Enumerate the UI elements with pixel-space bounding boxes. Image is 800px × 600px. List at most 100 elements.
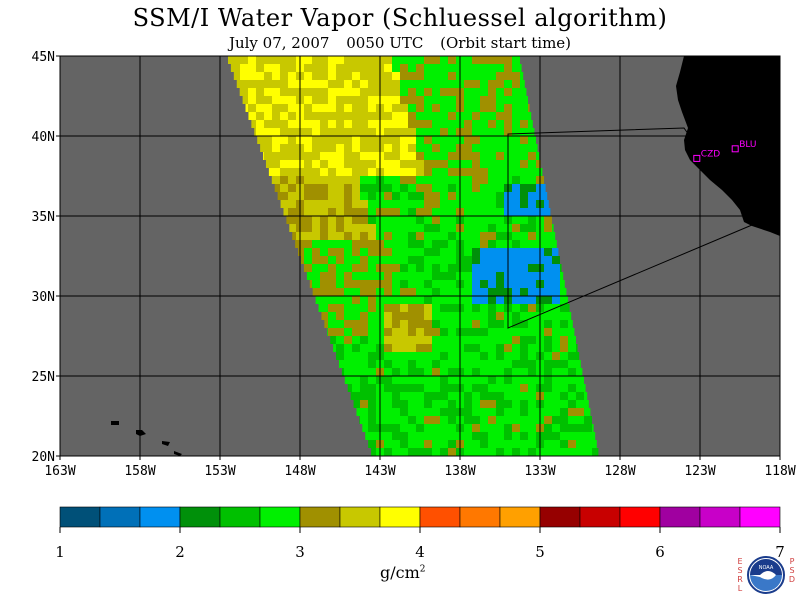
swath-cell [512, 200, 520, 208]
swath-cell [480, 152, 488, 160]
swath-cell [488, 80, 496, 88]
swath-cell [352, 176, 360, 184]
swath-cell [368, 144, 376, 152]
swath-cell [520, 424, 528, 432]
swath-cell [440, 176, 448, 184]
swath-cell [552, 288, 560, 296]
swath-cell [344, 360, 352, 368]
swath-cell [504, 440, 512, 448]
swath-cell [496, 248, 504, 256]
swath-cell [336, 224, 344, 232]
swath-cell [528, 384, 536, 392]
swath-cell [336, 232, 344, 240]
swath-cell [368, 176, 376, 184]
swath-cell [336, 256, 344, 264]
swath-cell [320, 96, 328, 104]
swath-cell [360, 216, 368, 224]
swath-cell [304, 72, 312, 80]
swath-cell [336, 88, 344, 96]
swath-cell [333, 344, 336, 352]
swath-cell [448, 160, 456, 168]
swath-cell [408, 304, 416, 312]
swath-cell [280, 56, 288, 64]
swath-cell [424, 104, 432, 112]
swath-cell [480, 416, 488, 424]
swath-cell [257, 136, 264, 144]
swath-cell [392, 72, 400, 80]
swath-cell [424, 264, 432, 272]
swath-cell [400, 432, 408, 440]
swath-cell [360, 376, 368, 384]
swath-cell [448, 96, 456, 104]
swath-cell [464, 328, 472, 336]
swath-cell [304, 232, 312, 240]
swath-cell [424, 144, 432, 152]
swath-cell [320, 240, 328, 248]
swath-cell [472, 416, 480, 424]
swath-cell [416, 296, 424, 304]
swath-cell [504, 416, 512, 424]
colorbar-swatch [579, 506, 621, 528]
swath-cell [504, 360, 512, 368]
swath-cell [424, 400, 432, 408]
swath-cell [472, 280, 480, 288]
swath-cell [488, 256, 496, 264]
swath-cell [384, 320, 392, 328]
swath-cell [504, 336, 512, 344]
swath-cell [432, 232, 440, 240]
swath-cell [568, 448, 576, 456]
swath-cell [528, 320, 536, 328]
swath-cell [440, 248, 448, 256]
swath-cell [544, 368, 552, 376]
swath-cell [265, 160, 272, 168]
swath-cell [520, 232, 528, 240]
swath-cell [464, 320, 472, 328]
swath-cell [496, 112, 504, 120]
swath-cell [544, 408, 552, 416]
swath-cell [472, 232, 480, 240]
swath-cell [312, 136, 320, 144]
swath-cell [440, 240, 448, 248]
swath-cell [552, 344, 560, 352]
swath-cell [408, 392, 416, 400]
swath-cell [328, 208, 336, 216]
swath-cell [384, 104, 392, 112]
swath-cell [480, 392, 488, 400]
swath-cell [330, 336, 336, 344]
swath-cell [360, 336, 368, 344]
station-label: CZD [701, 149, 720, 159]
swath-cell [384, 200, 392, 208]
swath-cell [504, 432, 512, 440]
swath-cell [544, 240, 552, 248]
swath-cell [496, 288, 504, 296]
swath-cell [448, 192, 456, 200]
swath-cell [392, 232, 400, 240]
swath-cell [288, 104, 296, 112]
swath-cell [488, 120, 496, 128]
swath-cell [272, 96, 280, 104]
swath-cell [360, 288, 368, 296]
swath-cell [480, 224, 488, 232]
swath-cell [312, 72, 320, 80]
swath-cell [384, 248, 392, 256]
swath-cell [440, 112, 448, 120]
swath-cell [552, 392, 560, 400]
swath-cell [512, 384, 520, 392]
swath-cell [560, 368, 568, 376]
swath-cell [408, 136, 416, 144]
swath-cell [368, 136, 376, 144]
swath-cell [408, 64, 416, 72]
swath-cell [584, 440, 592, 448]
swath-cell [512, 176, 520, 184]
swath-cell [520, 312, 528, 320]
swath-cell [568, 304, 570, 312]
swath-cell [520, 200, 528, 208]
swath-cell [304, 216, 312, 224]
swath-cell [448, 432, 456, 440]
swath-cell [408, 168, 416, 176]
swath-cell [504, 112, 512, 120]
swath-cell [528, 176, 536, 184]
swath-cell [312, 88, 320, 96]
swath-cell [416, 320, 424, 328]
